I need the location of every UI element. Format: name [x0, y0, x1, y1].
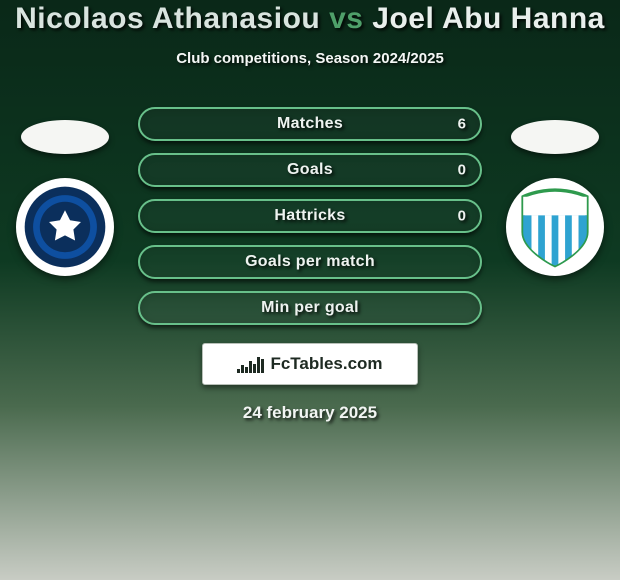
comparison-card: Nicolaos Athanasiou vs Joel Abu Hanna Cl…	[0, 0, 620, 423]
club-badge-left-icon	[23, 185, 107, 269]
stat-row-min-per-goal: Min per goal	[138, 291, 482, 325]
left-player-column	[16, 120, 114, 276]
stat-right-value: 0	[458, 208, 466, 225]
subtitle: Club competitions, Season 2024/2025	[0, 50, 620, 67]
stat-row-goals-per-match: Goals per match	[138, 245, 482, 279]
player1-name: Nicolaos Athanasiou	[15, 2, 320, 35]
vs-text: vs	[329, 2, 363, 35]
stat-label: Matches	[277, 115, 343, 133]
stat-right-value: 6	[458, 116, 466, 133]
right-player-column	[506, 120, 604, 276]
player2-photo-placeholder	[511, 120, 599, 154]
page-title: Nicolaos Athanasiou vs Joel Abu Hanna	[0, 2, 620, 36]
stat-label: Goals	[287, 161, 333, 179]
stat-label: Min per goal	[261, 299, 359, 317]
stat-label: Hattricks	[274, 207, 345, 225]
adana-demirspor-badge	[16, 178, 114, 276]
stat-right-value: 0	[458, 162, 466, 179]
stat-label: Goals per match	[245, 253, 375, 271]
stat-row-hattricks: Hattricks 0	[138, 199, 482, 233]
brand-bars-icon	[237, 355, 264, 373]
stat-rows: Matches 6 Goals 0 Hattricks 0 Goals per …	[138, 107, 482, 325]
club-badge-right-icon	[513, 185, 597, 269]
stat-row-matches: Matches 6	[138, 107, 482, 141]
player2-name: Joel Abu Hanna	[372, 2, 605, 35]
snapshot-date: 24 february 2025	[0, 403, 620, 423]
stat-row-goals: Goals 0	[138, 153, 482, 187]
player1-photo-placeholder	[21, 120, 109, 154]
levadiakos-badge	[506, 178, 604, 276]
brand-box: FcTables.com	[202, 343, 418, 385]
brand-name: FcTables.com	[270, 354, 382, 374]
